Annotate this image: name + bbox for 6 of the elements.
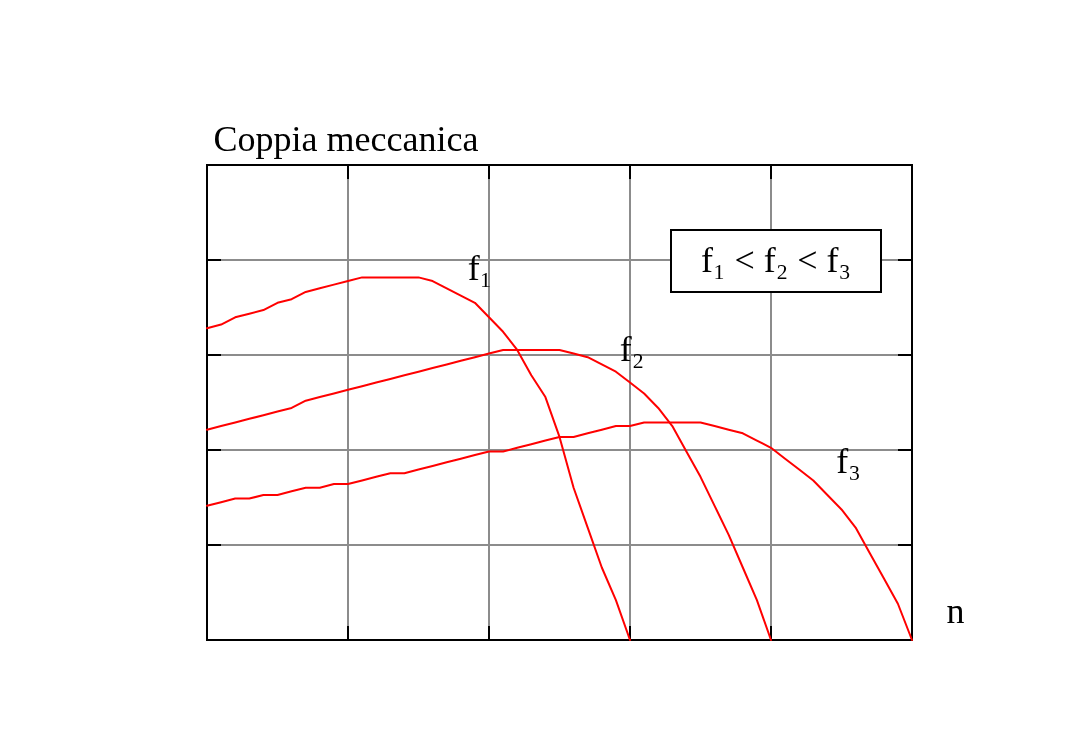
series-label: f₁ xyxy=(467,247,493,288)
annotation: f₁ < f₂ < f₃ xyxy=(700,240,852,280)
y-axis-title: Coppia meccanica xyxy=(213,118,479,159)
series-label: f₂ xyxy=(619,328,645,369)
x-axis-title: n xyxy=(946,590,965,631)
series-label: f₃ xyxy=(836,441,861,482)
